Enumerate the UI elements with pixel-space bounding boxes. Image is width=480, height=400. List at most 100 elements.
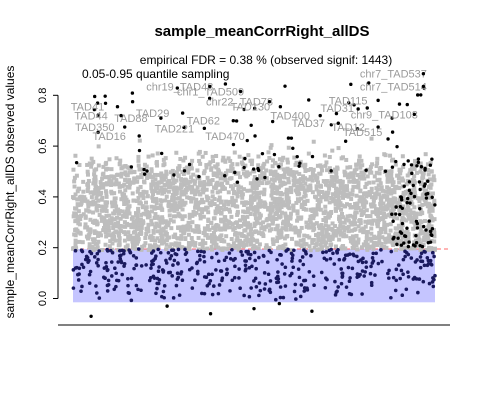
sample-point (263, 204, 268, 209)
signif-point (103, 101, 108, 106)
band-point (283, 284, 288, 288)
band-point (210, 272, 214, 277)
sample-point (355, 173, 360, 178)
sample-point (284, 227, 289, 232)
sample-point (267, 213, 272, 218)
sample-point (74, 173, 79, 178)
band-point (332, 262, 337, 266)
sample-point (303, 181, 308, 186)
sample-point (114, 182, 119, 187)
sample-point (111, 223, 116, 228)
sample-point (397, 233, 402, 238)
signif-point (283, 84, 287, 88)
sample-point (168, 218, 173, 223)
band-point (222, 258, 227, 263)
sample-point (96, 163, 101, 168)
tad-annotation: TAD470 (205, 131, 245, 143)
band-point (387, 268, 391, 273)
band-point (173, 251, 178, 256)
sample-point (116, 220, 121, 225)
band-point (156, 247, 161, 252)
sample-point (388, 153, 393, 158)
sample-point (124, 214, 129, 219)
band-point (331, 251, 335, 256)
band-point (252, 250, 257, 255)
sample-point (194, 197, 199, 202)
sample-point (185, 185, 190, 190)
sample-point (164, 223, 169, 228)
sample-point (134, 213, 139, 218)
band-point (208, 278, 213, 283)
band-point (238, 286, 242, 291)
band-point (122, 262, 127, 266)
sample-point (286, 180, 291, 185)
band-point (427, 281, 432, 286)
sample-point (318, 163, 323, 168)
tad-annotation: TAD515 (343, 127, 383, 139)
sample-point (426, 235, 431, 240)
sample-point (297, 229, 302, 234)
sample-point (122, 192, 127, 197)
sample-point (296, 188, 301, 193)
sample-point (258, 213, 263, 218)
sample-point (239, 192, 244, 197)
sample-point (161, 226, 166, 231)
signif-point (406, 159, 410, 163)
sample-point (302, 190, 307, 195)
sample-point (379, 187, 384, 192)
sample-point (379, 241, 384, 246)
band-point (370, 256, 375, 260)
sample-point (85, 169, 90, 174)
sample-point (364, 194, 369, 199)
band-point (370, 261, 375, 265)
sample-point (269, 184, 274, 189)
sample-point (104, 213, 109, 218)
sample-point (427, 246, 432, 251)
sample-point (118, 223, 123, 228)
sample-point (114, 156, 119, 161)
sample-point (71, 246, 76, 251)
sample-point (334, 173, 339, 178)
sample-point (377, 192, 382, 197)
band-point (268, 279, 273, 283)
sample-point (270, 190, 275, 195)
band-point (176, 261, 180, 265)
sample-point (336, 146, 341, 151)
sample-point (87, 161, 92, 166)
band-point (347, 279, 352, 284)
sample-point (202, 184, 207, 189)
sample-point (394, 247, 399, 252)
sample-point (359, 170, 364, 175)
sample-point (134, 227, 139, 232)
band-point (87, 258, 91, 263)
sample-point (352, 168, 357, 173)
sample-point (241, 209, 246, 214)
sample-point (407, 171, 412, 176)
sample-point (127, 166, 132, 171)
sample-point (314, 184, 319, 189)
signif-point (343, 139, 348, 143)
sample-point (340, 231, 345, 236)
sample-point (338, 220, 343, 225)
sample-point (159, 206, 164, 211)
band-point (95, 251, 100, 256)
sample-point (188, 224, 193, 229)
band-point (409, 256, 414, 260)
sample-point (72, 175, 77, 180)
sample-point (295, 211, 300, 216)
sample-point (423, 234, 428, 239)
sample-point (229, 237, 234, 242)
sample-point (366, 191, 371, 196)
sample-point (426, 168, 431, 173)
sample-point (349, 171, 354, 176)
sample-point (131, 235, 136, 240)
sample-point (71, 214, 76, 219)
signif-point (356, 107, 360, 111)
sample-point (271, 177, 276, 182)
sample-point (280, 226, 285, 231)
sample-point (229, 184, 234, 189)
sample-point (163, 198, 168, 203)
sample-point (237, 154, 242, 159)
sample-point (91, 210, 96, 215)
sample-point (160, 220, 165, 225)
